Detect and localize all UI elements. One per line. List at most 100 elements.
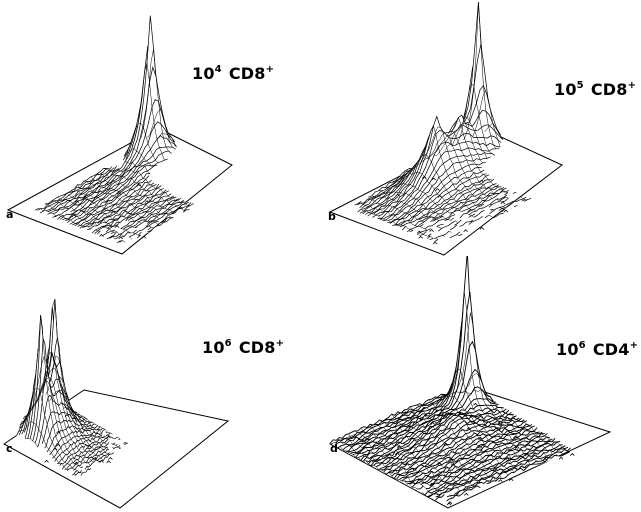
fringe-mark xyxy=(447,501,453,504)
mesh-line xyxy=(433,116,509,193)
surface-line xyxy=(106,231,118,240)
surface-line xyxy=(108,432,111,436)
surface-line xyxy=(513,204,518,208)
mesh-line xyxy=(392,171,462,212)
surface-line xyxy=(416,228,432,236)
surface-line xyxy=(424,187,505,230)
surface-ribbon xyxy=(88,184,157,229)
surface-line xyxy=(49,426,101,456)
mesh-line xyxy=(70,190,161,226)
panel-letter-c: c xyxy=(6,442,13,455)
mesh-line xyxy=(83,180,174,218)
mesh-line xyxy=(360,427,472,491)
cell-label-b: 105 CD8+ xyxy=(554,80,636,99)
surface-ribbon xyxy=(432,216,444,224)
mesh-line xyxy=(110,236,116,240)
surface-line xyxy=(389,162,487,224)
surface-ribbon xyxy=(119,240,123,244)
surface-line xyxy=(360,368,494,461)
surface-line xyxy=(72,470,78,476)
mesh-line xyxy=(60,401,109,440)
surface-line xyxy=(355,291,489,458)
surface-line xyxy=(45,167,115,212)
label-base: 10 xyxy=(554,80,577,99)
fringe-mark xyxy=(371,459,377,463)
fringe-mark xyxy=(437,462,442,466)
surface-line xyxy=(329,387,464,444)
surface-ribbon xyxy=(183,209,190,214)
mesh-line xyxy=(459,389,571,452)
label-exponent: 6 xyxy=(578,340,586,351)
surface-line xyxy=(365,398,499,463)
mesh-line xyxy=(520,196,528,200)
surface-line xyxy=(419,224,424,227)
mesh-line xyxy=(397,411,509,476)
surface-line xyxy=(402,226,406,231)
surface-ribbon xyxy=(157,217,171,226)
surface-line xyxy=(377,130,502,220)
fringe-mark xyxy=(395,193,400,197)
surface-line xyxy=(424,441,558,496)
surface-ribbon xyxy=(82,182,154,230)
fringe-mark xyxy=(443,442,449,446)
surface-line xyxy=(429,238,434,241)
fringe-mark xyxy=(477,445,483,449)
fringe-mark xyxy=(396,444,402,448)
surface-line xyxy=(378,411,512,470)
surface-ribbon xyxy=(435,231,450,240)
mesh-line xyxy=(422,403,533,466)
surface-line xyxy=(137,231,142,236)
surface-line xyxy=(459,203,485,219)
surface-line xyxy=(446,485,481,502)
mesh-line xyxy=(108,435,115,440)
surface-line xyxy=(34,371,88,444)
mesh-line xyxy=(123,147,154,167)
surface-ribbon xyxy=(430,184,499,223)
surface-line xyxy=(458,233,463,236)
surface-ribbon xyxy=(469,195,507,216)
mesh-line xyxy=(120,240,126,243)
surface-line xyxy=(120,196,177,229)
mesh-line xyxy=(38,351,108,458)
surface-line xyxy=(493,212,504,219)
mesh-line xyxy=(378,190,451,221)
surface-ribbon xyxy=(102,230,116,238)
mesh-line xyxy=(499,207,505,210)
surface-line xyxy=(147,226,152,231)
surface-line xyxy=(388,418,522,474)
surface-line xyxy=(73,446,109,471)
mesh-line xyxy=(63,407,102,434)
mesh-line xyxy=(449,230,452,233)
surface-line xyxy=(388,152,495,221)
fringe-mark xyxy=(466,427,472,430)
label-sign: + xyxy=(627,80,637,91)
mesh-line xyxy=(24,381,91,466)
mesh-line xyxy=(31,352,100,462)
surface-ribbon xyxy=(111,442,115,446)
fringe-mark xyxy=(432,241,438,245)
surface-line xyxy=(468,215,483,225)
mesh-line xyxy=(428,395,540,465)
surface-line xyxy=(67,150,172,223)
fringe-mark xyxy=(74,461,79,465)
label-exponent: 4 xyxy=(214,64,222,75)
surface-line xyxy=(438,220,456,232)
fringe-mark xyxy=(104,182,110,186)
mesh-line xyxy=(455,220,459,224)
mesh-line xyxy=(97,173,187,211)
fringe-mark xyxy=(92,456,98,460)
surface-line xyxy=(444,214,456,221)
fringe-mark xyxy=(429,482,435,486)
mesh-line xyxy=(449,495,453,499)
surface-line xyxy=(54,429,106,462)
mesh-line xyxy=(503,196,509,199)
fringe-mark xyxy=(393,431,398,435)
surface-plot-a xyxy=(6,15,233,255)
fringe-mark xyxy=(99,233,104,237)
mesh-line xyxy=(90,176,175,214)
surface-line xyxy=(435,230,450,239)
mesh-line xyxy=(513,200,517,203)
mesh-line xyxy=(44,203,60,211)
mesh-line xyxy=(342,437,446,494)
surface-line xyxy=(64,439,109,470)
